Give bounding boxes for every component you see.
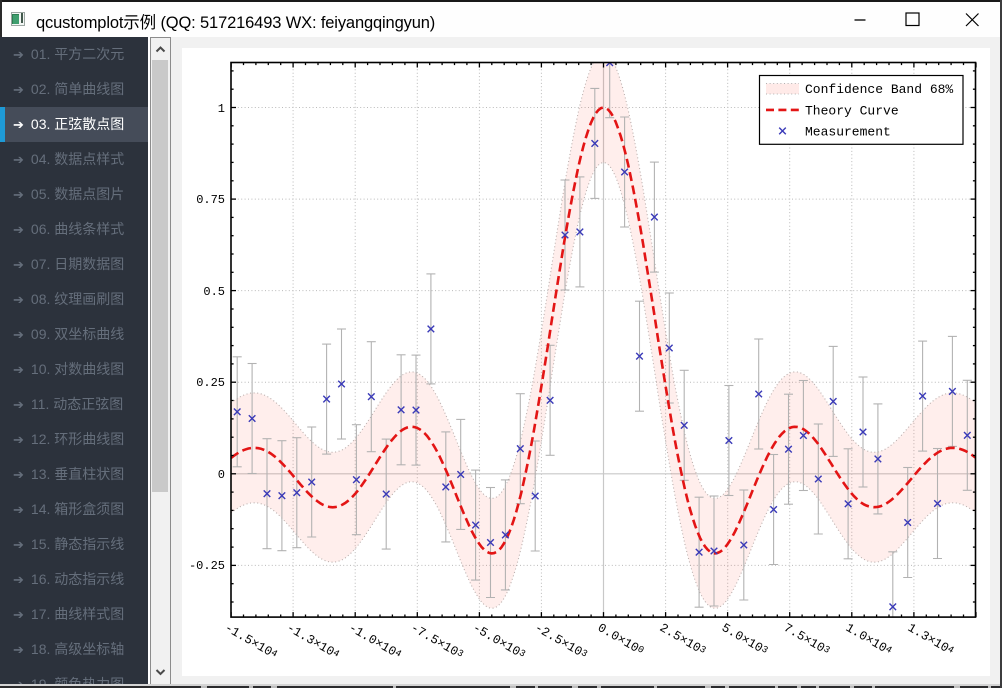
svg-text:Confidence Band 68%: Confidence Band 68%	[805, 82, 953, 97]
svg-text:Measurement: Measurement	[805, 124, 891, 139]
svg-text:Theory Curve: Theory Curve	[805, 103, 899, 118]
